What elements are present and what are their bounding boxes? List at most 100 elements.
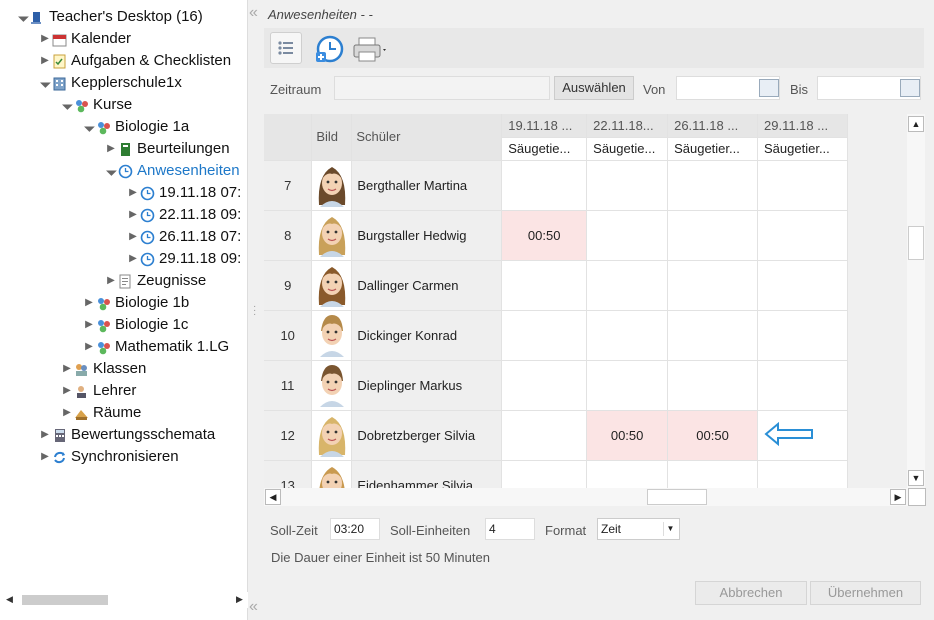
collapsed-arrow-icon[interactable]: ▶ xyxy=(63,363,71,374)
tree-item[interactable]: ▶ Synchronisieren xyxy=(0,446,248,468)
tree-item[interactable]: ▶ Zeugnisse xyxy=(0,270,248,292)
collapsed-arrow-icon[interactable]: ▶ xyxy=(41,429,49,440)
attendance-cell[interactable] xyxy=(586,360,669,411)
tree-item[interactable]: ▶ Biologie 1b xyxy=(0,292,248,314)
auswaehlen-button[interactable]: Auswählen xyxy=(554,76,634,100)
attendance-cell[interactable] xyxy=(501,360,588,411)
scroll-left-icon[interactable]: ◀ xyxy=(6,594,13,604)
collapsed-arrow-icon[interactable]: ▶ xyxy=(41,55,49,66)
tree-item[interactable]: ▶ 29.11.18 09: xyxy=(0,248,248,270)
attendance-cell[interactable] xyxy=(757,260,848,311)
attendance-cell[interactable] xyxy=(586,160,669,211)
attendance-cell[interactable] xyxy=(586,260,669,311)
attendance-cell[interactable] xyxy=(667,260,759,311)
scroll-right-icon[interactable]: ▶ xyxy=(236,594,243,604)
collapsed-arrow-icon[interactable]: ▶ xyxy=(85,319,93,330)
collapsed-arrow-icon[interactable]: ▶ xyxy=(41,33,49,44)
attendance-cell[interactable] xyxy=(586,310,669,361)
attendance-cell[interactable]: 00:50 xyxy=(501,210,588,261)
tree-item[interactable]: ◢ Kepplerschule1x xyxy=(0,72,248,94)
header-topic-4[interactable]: Säugetier... xyxy=(757,137,848,161)
attendance-cell[interactable] xyxy=(501,260,588,311)
attendance-cell[interactable] xyxy=(586,460,669,488)
tree-item[interactable]: ▶ Aufgaben & Checklisten xyxy=(0,50,248,72)
tree-item[interactable]: ▶ Klassen xyxy=(0,358,248,380)
list-view-button[interactable] xyxy=(270,32,302,64)
grid-vscroll-thumb[interactable] xyxy=(908,226,924,260)
add-attendance-button[interactable] xyxy=(312,32,344,64)
header-date-4[interactable]: 29.11.18 ... xyxy=(757,114,848,138)
calendar-icon[interactable] xyxy=(900,79,920,97)
attendance-cell[interactable] xyxy=(501,460,588,488)
grid-hscroll-thumb[interactable] xyxy=(647,489,707,505)
cancel-button[interactable]: Abbrechen xyxy=(695,581,807,605)
tree-item[interactable]: ◢ Anwesenheiten xyxy=(0,160,248,182)
attendance-cell[interactable] xyxy=(757,210,848,261)
attendance-cell[interactable] xyxy=(757,360,848,411)
collapsed-arrow-icon[interactable]: ▶ xyxy=(107,143,115,154)
von-date-input[interactable] xyxy=(676,76,780,100)
attendance-cell[interactable] xyxy=(501,160,588,211)
attendance-cell[interactable] xyxy=(667,210,759,261)
collapse-panel-bottom-icon[interactable]: « xyxy=(249,598,258,615)
zeitraum-input[interactable] xyxy=(334,76,550,100)
attendance-cell[interactable] xyxy=(667,360,759,411)
tree-item[interactable]: ▶ 22.11.18 09: xyxy=(0,204,248,226)
table-row[interactable]: 10 Dickinger Konrad xyxy=(264,310,848,361)
tree-item[interactable]: ▶ Kalender xyxy=(0,28,248,50)
scroll-left-icon[interactable]: ◀ xyxy=(265,489,281,505)
scroll-down-icon[interactable]: ▼ xyxy=(908,470,924,486)
bis-date-input[interactable] xyxy=(817,76,921,100)
collapsed-arrow-icon[interactable]: ▶ xyxy=(85,297,93,308)
tree-item[interactable]: ▶ 19.11.18 07: xyxy=(0,182,248,204)
table-row[interactable]: 13 Eidenhammer Silvia xyxy=(264,460,848,488)
collapsed-arrow-icon[interactable]: ▶ xyxy=(129,209,137,220)
apply-button[interactable]: Übernehmen xyxy=(810,581,921,605)
attendance-cell[interactable] xyxy=(501,410,588,461)
attendance-cell[interactable]: 00:50 xyxy=(667,410,759,461)
attendance-cell[interactable] xyxy=(757,460,848,488)
collapsed-arrow-icon[interactable]: ▶ xyxy=(63,385,71,396)
chevron-down-icon[interactable]: ▼ xyxy=(663,522,677,536)
splitter-handle-icon[interactable]: · · · xyxy=(253,301,257,320)
table-row[interactable]: 8 Burgstaller Hedwig 00:50 xyxy=(264,210,848,261)
grid-horizontal-scrollbar[interactable]: ◀ ▶ xyxy=(264,488,908,506)
attendance-cell[interactable] xyxy=(586,210,669,261)
attendance-cell[interactable] xyxy=(757,160,848,211)
grid-vertical-scrollbar[interactable]: ▲ ▼ xyxy=(907,114,925,488)
table-row[interactable]: 12 Dobretzberger Silvia 00:50 00:50 xyxy=(264,410,848,461)
attendance-cell[interactable] xyxy=(501,310,588,361)
header-topic-2[interactable]: Säugetie... xyxy=(586,137,669,161)
tree-item[interactable]: ▶ Räume xyxy=(0,402,248,424)
tree-item[interactable]: ▶ Lehrer xyxy=(0,380,248,402)
table-row[interactable]: 9 Dallinger Carmen xyxy=(264,260,848,311)
tree-item[interactable]: ◢ Kurse xyxy=(0,94,248,116)
table-row[interactable]: 7 Bergthaller Martina xyxy=(264,160,848,211)
header-date-2[interactable]: 22.11.18... xyxy=(586,114,669,138)
tree-item[interactable]: ▶ Mathematik 1.LG xyxy=(0,336,248,358)
attendance-cell[interactable]: 00:50 xyxy=(586,410,669,461)
tree-item[interactable]: ▶ Bewertungsschemata xyxy=(0,424,248,446)
collapsed-arrow-icon[interactable]: ▶ xyxy=(41,451,49,462)
attendance-cell[interactable] xyxy=(757,410,848,461)
collapsed-arrow-icon[interactable]: ▶ xyxy=(85,341,93,352)
tree-horizontal-scrollbar[interactable]: ◀ ▶ xyxy=(4,592,248,608)
header-topic-1[interactable]: Säugetie... xyxy=(501,137,588,161)
tree-item[interactable]: ▶ Beurteilungen xyxy=(0,138,248,160)
collapsed-arrow-icon[interactable]: ▶ xyxy=(129,187,137,198)
print-button[interactable] xyxy=(350,32,390,64)
calendar-icon[interactable] xyxy=(759,79,779,97)
header-date-3[interactable]: 26.11.18 ... xyxy=(667,114,759,138)
scroll-right-icon[interactable]: ▶ xyxy=(890,489,906,505)
tree-item[interactable]: ◢ Biologie 1a xyxy=(0,116,248,138)
tree-item[interactable]: ◢ Teacher's Desktop (16) xyxy=(0,6,248,28)
tree-scroll-thumb[interactable] xyxy=(22,595,108,605)
format-select[interactable]: Zeit ▼ xyxy=(597,518,680,540)
tree-item[interactable]: ▶ Biologie 1c xyxy=(0,314,248,336)
header-date-1[interactable]: 19.11.18 ... xyxy=(501,114,588,138)
soll-einheiten-input[interactable]: 4 xyxy=(485,518,535,540)
soll-zeit-input[interactable]: 03:20 xyxy=(330,518,380,540)
attendance-cell[interactable] xyxy=(757,310,848,361)
collapsed-arrow-icon[interactable]: ▶ xyxy=(129,231,137,242)
scroll-up-icon[interactable]: ▲ xyxy=(908,116,924,132)
